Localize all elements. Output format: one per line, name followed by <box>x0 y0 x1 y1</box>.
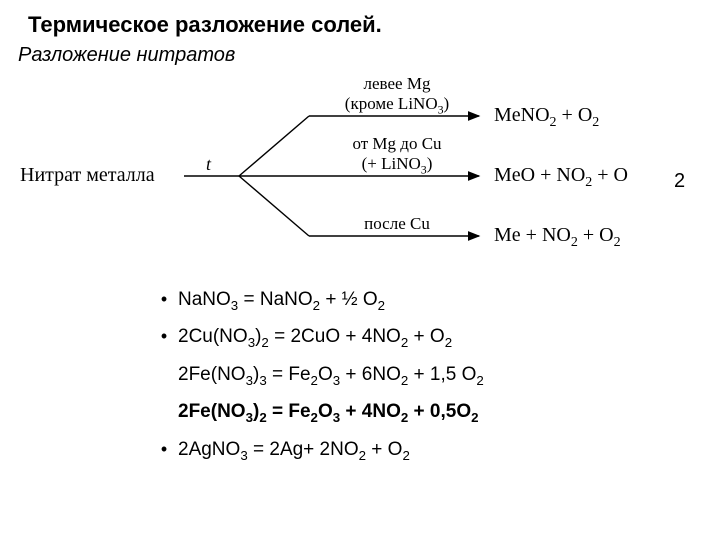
branch-1-condition: левее Mg (кроме LiNO3) <box>312 74 482 117</box>
source-label: Нитрат металла <box>20 164 155 187</box>
equation-row: •NaNO3 = NaNO2 + ½ O2 <box>150 290 670 313</box>
branch-2-product: MeO + NO2 + O <box>494 164 628 191</box>
page-title: Термическое разложение солей. <box>28 12 382 38</box>
branch-1-line2: (кроме LiNO3) <box>345 94 449 113</box>
branch-2-condition: от Mg до Cu (+ LiNO3) <box>312 134 482 177</box>
bullet-icon: • <box>150 440 178 460</box>
page-subtitle: Разложение нитратов <box>18 44 235 67</box>
decomposition-diagram: Нитрат металла t левее Mg (кроме LiNO3) … <box>14 78 704 278</box>
branch-2-line1: от Mg до Cu <box>352 134 441 153</box>
bullet-icon: • <box>150 290 178 310</box>
branch-1-product: MeNO2 + O2 <box>494 104 599 131</box>
equation-row: 2Fe(NO3)3 = Fe2O3 + 6NO2 + 1,5 O2 <box>150 365 670 388</box>
branch-3-product: Me + NO2 + O2 <box>494 224 621 251</box>
equation-row: •2Cu(NO3)2 = 2CuO + 4NO2 + O2 <box>150 327 670 350</box>
slide-root: Термическое разложение солей. Разложение… <box>0 0 720 540</box>
branch-1-line1: левее Mg <box>364 74 431 93</box>
overlay-subscript-2: 2 <box>674 170 685 193</box>
equation-row: 2Fe(NO3)2 = Fe2O3 + 4NO2 + 0,5O2 <box>150 402 670 425</box>
equation-list: •NaNO3 = NaNO2 + ½ O2•2Cu(NO3)2 = 2CuO +… <box>150 290 670 477</box>
bullet-icon: • <box>150 327 178 347</box>
branch-3-condition: после Cu <box>312 214 482 234</box>
equation-text: 2Fe(NO3)3 = Fe2O3 + 6NO2 + 1,5 O2 <box>178 365 484 388</box>
equation-text: 2AgNO3 = 2Ag+ 2NO2 + O2 <box>178 440 410 463</box>
equation-text: 2Cu(NO3)2 = 2CuO + 4NO2 + O2 <box>178 327 452 350</box>
equation-text: 2Fe(NO3)2 = Fe2O3 + 4NO2 + 0,5O2 <box>178 402 479 425</box>
equation-row: •2AgNO3 = 2Ag+ 2NO2 + O2 <box>150 440 670 463</box>
branch-2-line2: (+ LiNO3) <box>362 154 433 173</box>
branch-3-line1: после Cu <box>364 214 430 233</box>
equation-text: NaNO3 = NaNO2 + ½ O2 <box>178 290 385 313</box>
temperature-symbol: t <box>206 154 211 175</box>
